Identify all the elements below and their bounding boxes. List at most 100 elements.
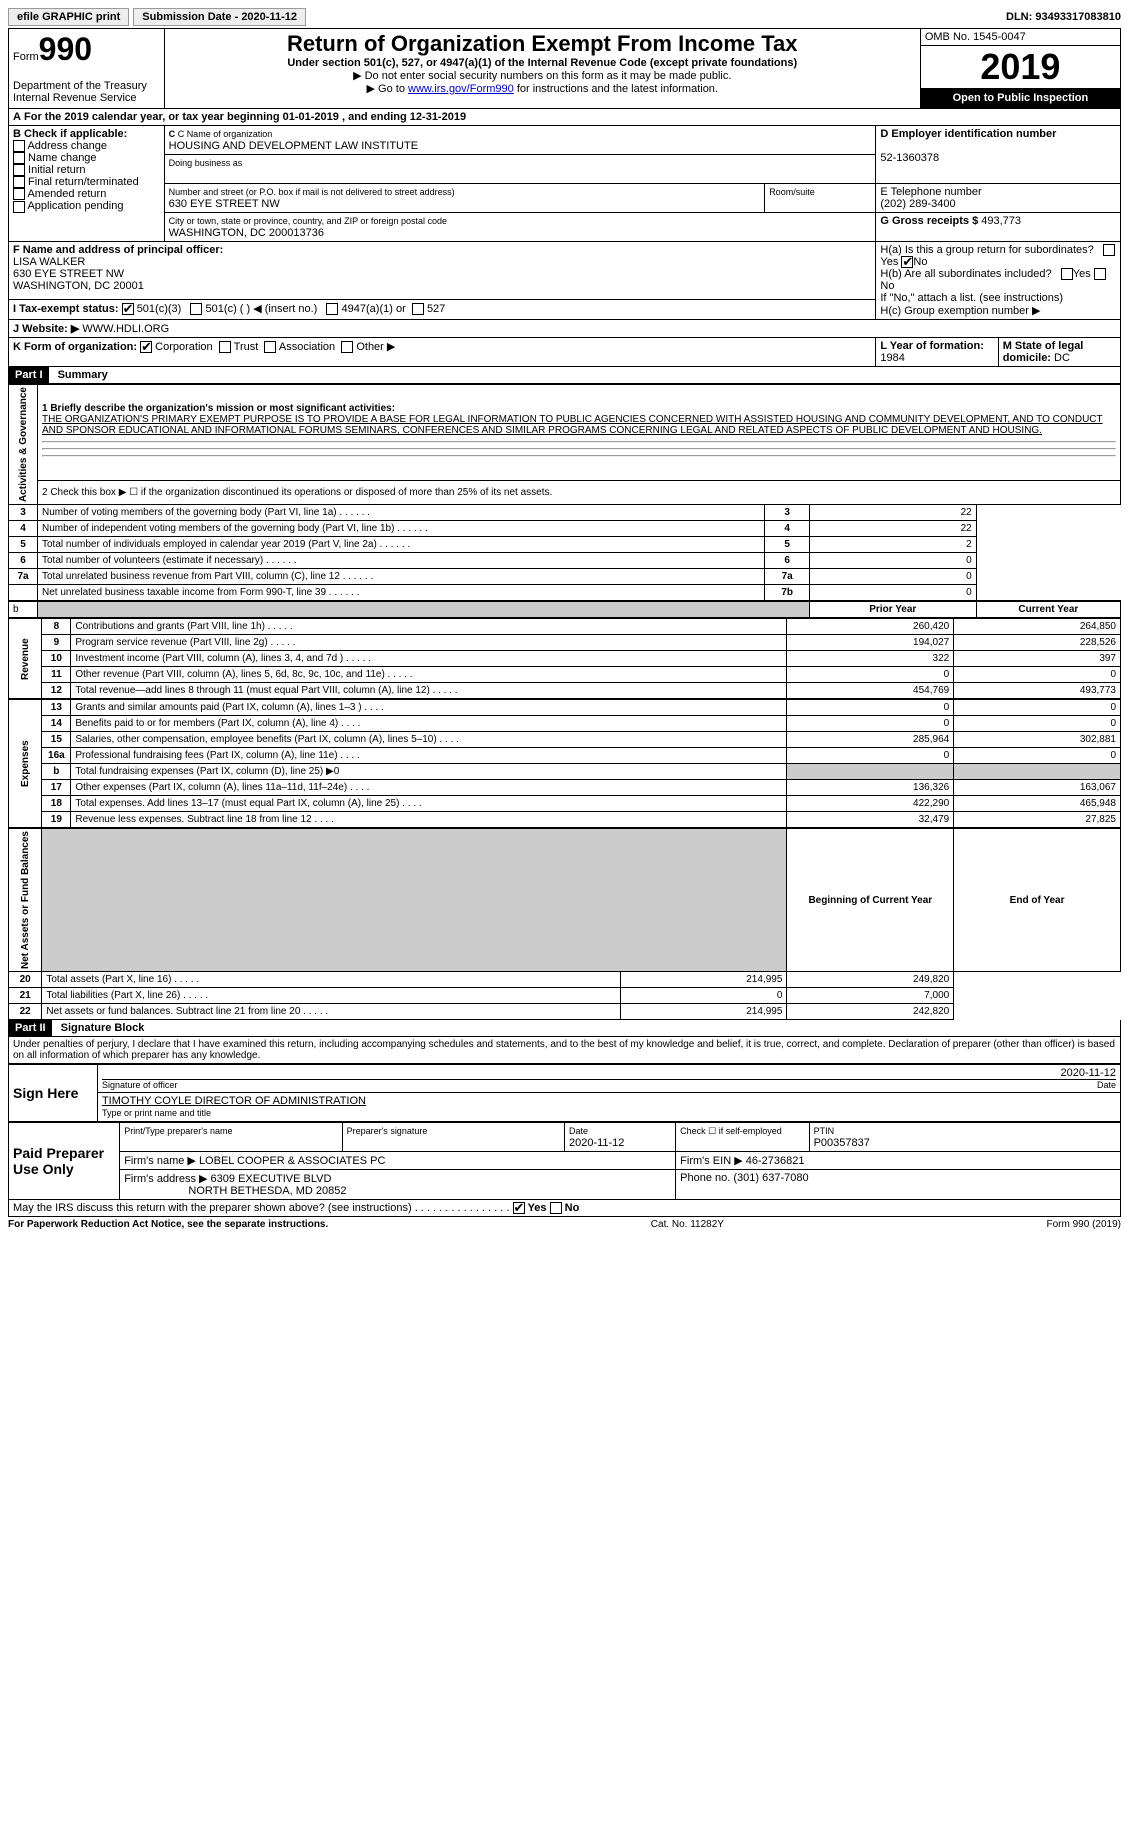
dln-text: DLN: 93493317083810 (1006, 11, 1121, 23)
top-bar: efile GRAPHIC print Submission Date - 20… (8, 8, 1121, 26)
org-addr: 630 EYE STREET NW (169, 198, 280, 210)
hb-yes-checkbox[interactable] (1061, 268, 1073, 280)
discuss-yes-checkbox[interactable] (513, 1202, 525, 1214)
name-title-label: Type or print name and title (102, 1108, 211, 1118)
boxb-checkbox[interactable] (13, 188, 25, 200)
part1-title: Summary (52, 367, 114, 383)
side-net: Net Assets or Fund Balances (9, 829, 42, 972)
other-label: Other ▶ (356, 341, 395, 353)
receipts-label: G Gross receipts $ (880, 215, 978, 227)
website-label: J Website: ▶ (13, 323, 79, 335)
omb-number: OMB No. 1545-0047 (921, 29, 1120, 46)
tax-period: A For the 2019 calendar year, or tax yea… (8, 109, 1121, 125)
trust-checkbox[interactable] (219, 341, 231, 353)
signature-block: Sign Here 2020-11-12 Signature of office… (8, 1064, 1121, 1122)
ha-yes-checkbox[interactable] (1103, 244, 1115, 256)
footer-left: For Paperwork Reduction Act Notice, see … (8, 1219, 328, 1230)
col-begin: Beginning of Current Year (787, 829, 954, 972)
footer-right: Form 990 (2019) (1047, 1219, 1121, 1230)
form-label: Form (13, 51, 39, 63)
preparer-block: Paid Preparer Use Only Print/Type prepar… (8, 1122, 1121, 1200)
tax-year: 2019 (921, 46, 1120, 88)
prep-date-label: Date (569, 1126, 588, 1136)
prep-name-label: Print/Type preparer's name (124, 1126, 232, 1136)
addr-label: Number and street (or P.O. box if mail i… (169, 187, 455, 197)
irs-link[interactable]: www.irs.gov/Form990 (408, 83, 514, 95)
boxb-checkbox[interactable] (13, 164, 25, 176)
trust-label: Trust (234, 341, 259, 353)
officer-label: F Name and address of principal officer: (13, 244, 223, 256)
efile-button[interactable]: efile GRAPHIC print (8, 8, 129, 26)
discuss-no-checkbox[interactable] (550, 1202, 562, 1214)
org-name: HOUSING AND DEVELOPMENT LAW INSTITUTE (169, 140, 418, 152)
ptin-value: P00357837 (814, 1137, 870, 1149)
entity-block: B Check if applicable: Address change Na… (8, 125, 1121, 367)
firm-name: LOBEL COOPER & ASSOCIATES PC (199, 1155, 385, 1167)
boxb-checkbox[interactable] (13, 201, 25, 213)
corp-checkbox[interactable] (140, 341, 152, 353)
sign-here: Sign Here (9, 1065, 98, 1122)
period-begin: 01-01-2019 (283, 111, 339, 123)
a1-label: 4947(a)(1) or (342, 303, 406, 315)
form-sub1: Under section 501(c), 527, or 4947(a)(1)… (169, 57, 916, 69)
org-city: WASHINGTON, DC 200013736 (169, 227, 324, 239)
officer-typed: TIMOTHY COYLE DIRECTOR OF ADMINISTRATION (102, 1095, 366, 1107)
corp-label: Corporation (155, 341, 212, 353)
form-title: Return of Organization Exempt From Incom… (169, 31, 916, 57)
check-self: Check ☐ if self-employed (680, 1126, 782, 1136)
period-end: 12-31-2019 (410, 111, 466, 123)
firm-phone: (301) 637-7080 (733, 1172, 808, 1184)
domicile-label: M State of legal domicile: (1003, 340, 1084, 364)
assoc-checkbox[interactable] (264, 341, 276, 353)
hb-note: If "No," attach a list. (see instruction… (880, 292, 1063, 304)
boxb-checkbox[interactable] (13, 176, 25, 188)
phone-value: (202) 289-3400 (880, 198, 955, 210)
submission-button[interactable]: Submission Date - 2020-11-12 (133, 8, 306, 26)
firm-ein-label: Firm's EIN ▶ (680, 1155, 743, 1167)
officer-addr1: 630 EYE STREET NW (13, 268, 124, 280)
name-label: C C Name of organization (169, 129, 273, 139)
hb-no-checkbox[interactable] (1094, 268, 1106, 280)
ptin-label: PTIN (814, 1126, 835, 1136)
taxexempt-label: I Tax-exempt status: (13, 303, 119, 315)
form-number: 990 (39, 31, 92, 67)
l1-label: 1 Briefly describe the organization's mi… (42, 403, 395, 414)
phone-label: E Telephone number (880, 186, 981, 198)
col-current: Current Year (976, 601, 1120, 618)
c3-checkbox[interactable] (122, 303, 134, 315)
page-footer: For Paperwork Reduction Act Notice, see … (8, 1219, 1121, 1230)
officer-name: LISA WALKER (13, 256, 85, 268)
summary-table: Activities & Governance 1 Briefly descri… (8, 384, 1121, 618)
col-end: End of Year (954, 829, 1121, 972)
s527-checkbox[interactable] (412, 303, 424, 315)
firm-name-label: Firm's name ▶ (124, 1155, 196, 1167)
date-label: Date (1097, 1080, 1116, 1090)
hc-label: H(c) Group exemption number ▶ (880, 305, 1040, 317)
c-checkbox[interactable] (190, 303, 202, 315)
firm-ein: 46-2736821 (746, 1155, 805, 1167)
website-value: WWW.HDLI.ORG (82, 323, 169, 335)
other-checkbox[interactable] (341, 341, 353, 353)
form-sub3a: ▶ Go to (367, 83, 408, 95)
l1-text: THE ORGANIZATION'S PRIMARY EXEMPT PURPOS… (42, 414, 1103, 436)
part1-header: Part I (9, 367, 49, 383)
domicile-value: DC (1054, 352, 1070, 364)
a1-checkbox[interactable] (326, 303, 338, 315)
form-sub2: ▶ Do not enter social security numbers o… (169, 69, 916, 82)
ha-no-checkbox[interactable] (901, 256, 913, 268)
boxb-checkbox[interactable] (13, 140, 25, 152)
formorg-label: K Form of organization: (13, 341, 137, 353)
declaration: Under penalties of perjury, I declare th… (8, 1037, 1121, 1064)
period-a: For the 2019 calendar year, or tax year … (24, 111, 283, 123)
paid-prep: Paid Preparer Use Only (9, 1123, 120, 1200)
form-sub3b: for instructions and the latest informat… (514, 83, 718, 95)
may-irs: May the IRS discuss this return with the… (13, 1202, 412, 1214)
firm-addr2: NORTH BETHESDA, MD 20852 (188, 1185, 346, 1197)
boxb-checkbox[interactable] (13, 152, 25, 164)
netassets-table: Net Assets or Fund Balances Beginning of… (8, 828, 1121, 1020)
part2-header: Part II (9, 1020, 52, 1036)
firm-addr-label: Firm's address ▶ (124, 1173, 207, 1185)
ein-label: D Employer identification number (880, 128, 1056, 140)
formation-value: 1984 (880, 352, 904, 364)
c3-label: 501(c)(3) (137, 303, 182, 315)
